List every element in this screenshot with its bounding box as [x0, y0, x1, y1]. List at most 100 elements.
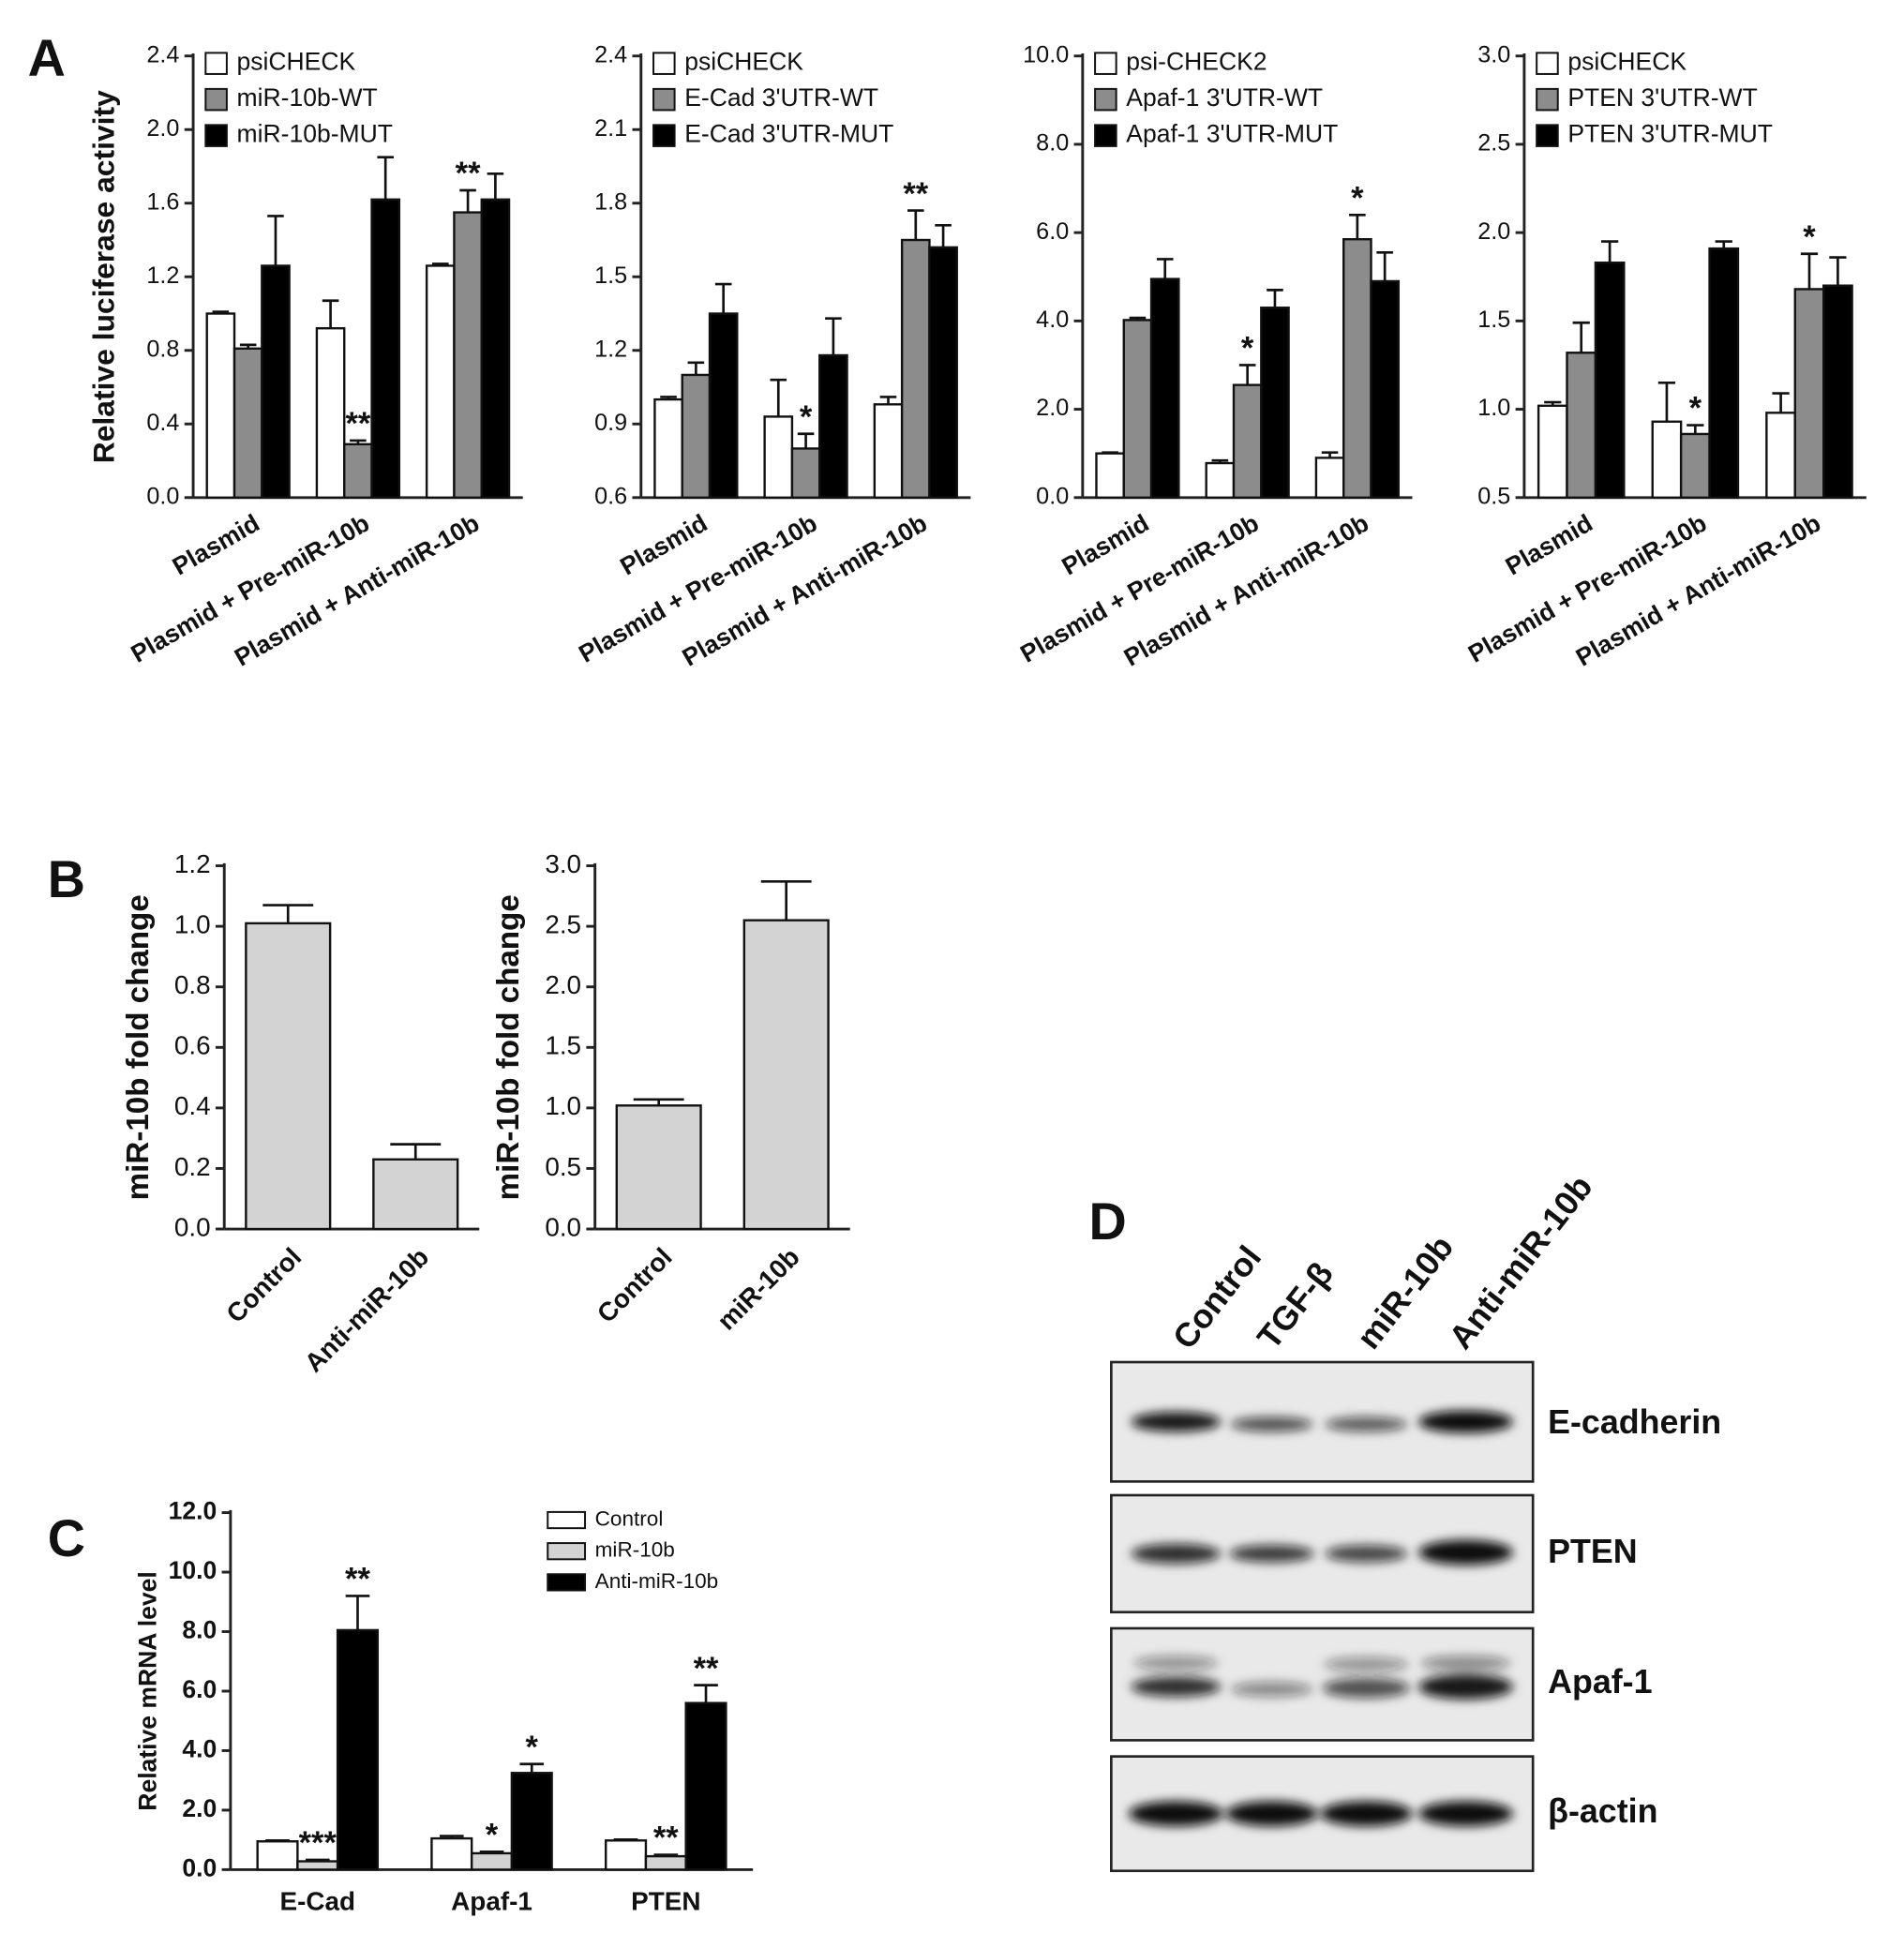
y-tick-label: 1.2 — [174, 849, 211, 878]
error-bar — [1601, 240, 1619, 263]
error-bar — [345, 1595, 370, 1630]
error-bar — [935, 223, 952, 247]
error-bar — [1544, 400, 1562, 406]
legend-swatch — [652, 87, 676, 112]
significance-label: ** — [653, 1821, 679, 1856]
y-tick-label: 0.6 — [594, 483, 627, 509]
band — [1320, 1801, 1413, 1826]
y-tick-label: 1.5 — [545, 1031, 581, 1060]
y-tick-label: 2.0 — [1477, 218, 1510, 245]
legend-label: Apaf-1 3'UTR-MUT — [1126, 120, 1338, 148]
band — [1131, 1543, 1222, 1564]
panel-label: A — [28, 29, 66, 87]
y-tick-label: 2.5 — [545, 909, 581, 938]
bar — [1537, 404, 1568, 499]
bar — [605, 1839, 648, 1871]
error-bar — [797, 432, 815, 449]
error-bar — [432, 262, 449, 266]
significance-label: ** — [456, 156, 481, 191]
error-bar — [825, 317, 842, 355]
band — [1418, 1539, 1513, 1566]
legend-swatch — [1094, 124, 1117, 147]
error-bar — [1376, 251, 1393, 281]
bar — [232, 347, 263, 499]
legend-label: psiCHECK — [1567, 48, 1687, 76]
band — [1325, 1545, 1408, 1563]
error-bar — [653, 1853, 679, 1857]
significance-label: * — [1803, 219, 1816, 255]
error-bar — [1800, 252, 1819, 290]
y-tick-label: 10.0 — [169, 1556, 217, 1584]
band — [1325, 1416, 1408, 1432]
bar — [261, 264, 291, 499]
bar — [370, 198, 401, 499]
band — [1229, 1545, 1314, 1563]
error-bar — [212, 310, 230, 314]
bar — [653, 397, 683, 499]
legend-label: psi-CHECK2 — [1126, 48, 1267, 76]
bar — [1232, 383, 1263, 499]
error-bar — [907, 209, 924, 240]
significance-label: * — [526, 1730, 539, 1765]
chart: miR-10b fold change 0.0 0.5 1.0 1.5 2.0 2.5 3.0… — [491, 849, 850, 1336]
y-tick-label: 1.5 — [594, 262, 627, 289]
error-bar — [267, 215, 284, 266]
error-bar — [1129, 316, 1147, 321]
column-label: miR-10b — [1350, 1229, 1462, 1356]
panel-label: C — [48, 1509, 85, 1567]
x-tick-label: E-Cad — [280, 1887, 356, 1916]
legend-label: miR-10b — [595, 1538, 675, 1562]
error-bar — [1156, 258, 1174, 279]
x-tick-label: Control — [220, 1242, 307, 1328]
legend-label: E-Cad 3'UTR-WT — [684, 83, 878, 112]
bar — [873, 403, 904, 499]
bar — [790, 447, 821, 499]
y-axis-label: miR-10b fold change — [491, 894, 526, 1200]
legend-label: Apaf-1 3'UTR-WT — [1126, 83, 1323, 112]
bar — [372, 1158, 459, 1231]
bar — [681, 373, 712, 499]
significance-label: * — [1351, 180, 1364, 216]
band — [1418, 1410, 1513, 1433]
y-tick-label: 0.9 — [594, 410, 627, 436]
row-label: E-cadherin — [1548, 1403, 1721, 1441]
legend-swatch — [204, 124, 228, 147]
y-tick-label: 1.8 — [594, 188, 627, 215]
error-bar — [459, 188, 476, 213]
legend-label: PTEN 3'UTR-MUT — [1567, 120, 1773, 148]
western-blot: D Control TGF-β — [1088, 1168, 1721, 1873]
significance-label: * — [1689, 391, 1702, 427]
error-bar — [1238, 364, 1256, 385]
y-tick-label: 1.0 — [545, 1091, 581, 1120]
y-tick-label: 1.0 — [1477, 395, 1510, 421]
y-tick-label: 10.0 — [1023, 41, 1069, 67]
error-bar — [265, 1838, 290, 1842]
legend-swatch — [204, 87, 228, 112]
y-tick-label: 6.0 — [182, 1675, 217, 1703]
band — [1324, 1656, 1409, 1672]
y-tick-label: 4.0 — [1036, 307, 1069, 333]
y-tick-label: 0.4 — [146, 410, 179, 436]
bar — [1095, 452, 1125, 499]
bar — [1205, 461, 1236, 499]
x-tick-label: Plasmid — [1501, 509, 1597, 581]
y-tick-label: 1.2 — [594, 336, 627, 362]
x-tick-label: PTEN — [631, 1887, 700, 1916]
band — [1420, 1656, 1511, 1671]
legend-label: miR-10b-MUT — [237, 120, 393, 148]
error-bar — [1349, 213, 1366, 240]
row-label: β-actin — [1548, 1792, 1657, 1830]
y-tick-label: 0.8 — [146, 336, 179, 362]
x-tick-label: Plasmid — [1057, 509, 1153, 581]
significance-label: * — [486, 1818, 499, 1853]
band — [1133, 1656, 1219, 1671]
bar — [644, 1854, 687, 1871]
error-bar — [1715, 240, 1732, 249]
y-tick-label: 4.0 — [182, 1734, 217, 1762]
y-tick-label: 0.0 — [1036, 483, 1069, 509]
error-bar — [487, 172, 504, 200]
bar — [425, 264, 456, 499]
bar — [1149, 277, 1180, 499]
